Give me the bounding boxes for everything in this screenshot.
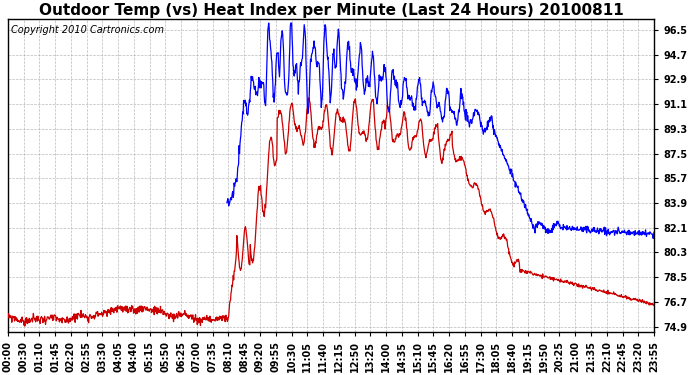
Title: Outdoor Temp (vs) Heat Index per Minute (Last 24 Hours) 20100811: Outdoor Temp (vs) Heat Index per Minute … <box>39 3 623 18</box>
Text: Copyright 2010 Cartronics.com: Copyright 2010 Cartronics.com <box>11 25 164 35</box>
